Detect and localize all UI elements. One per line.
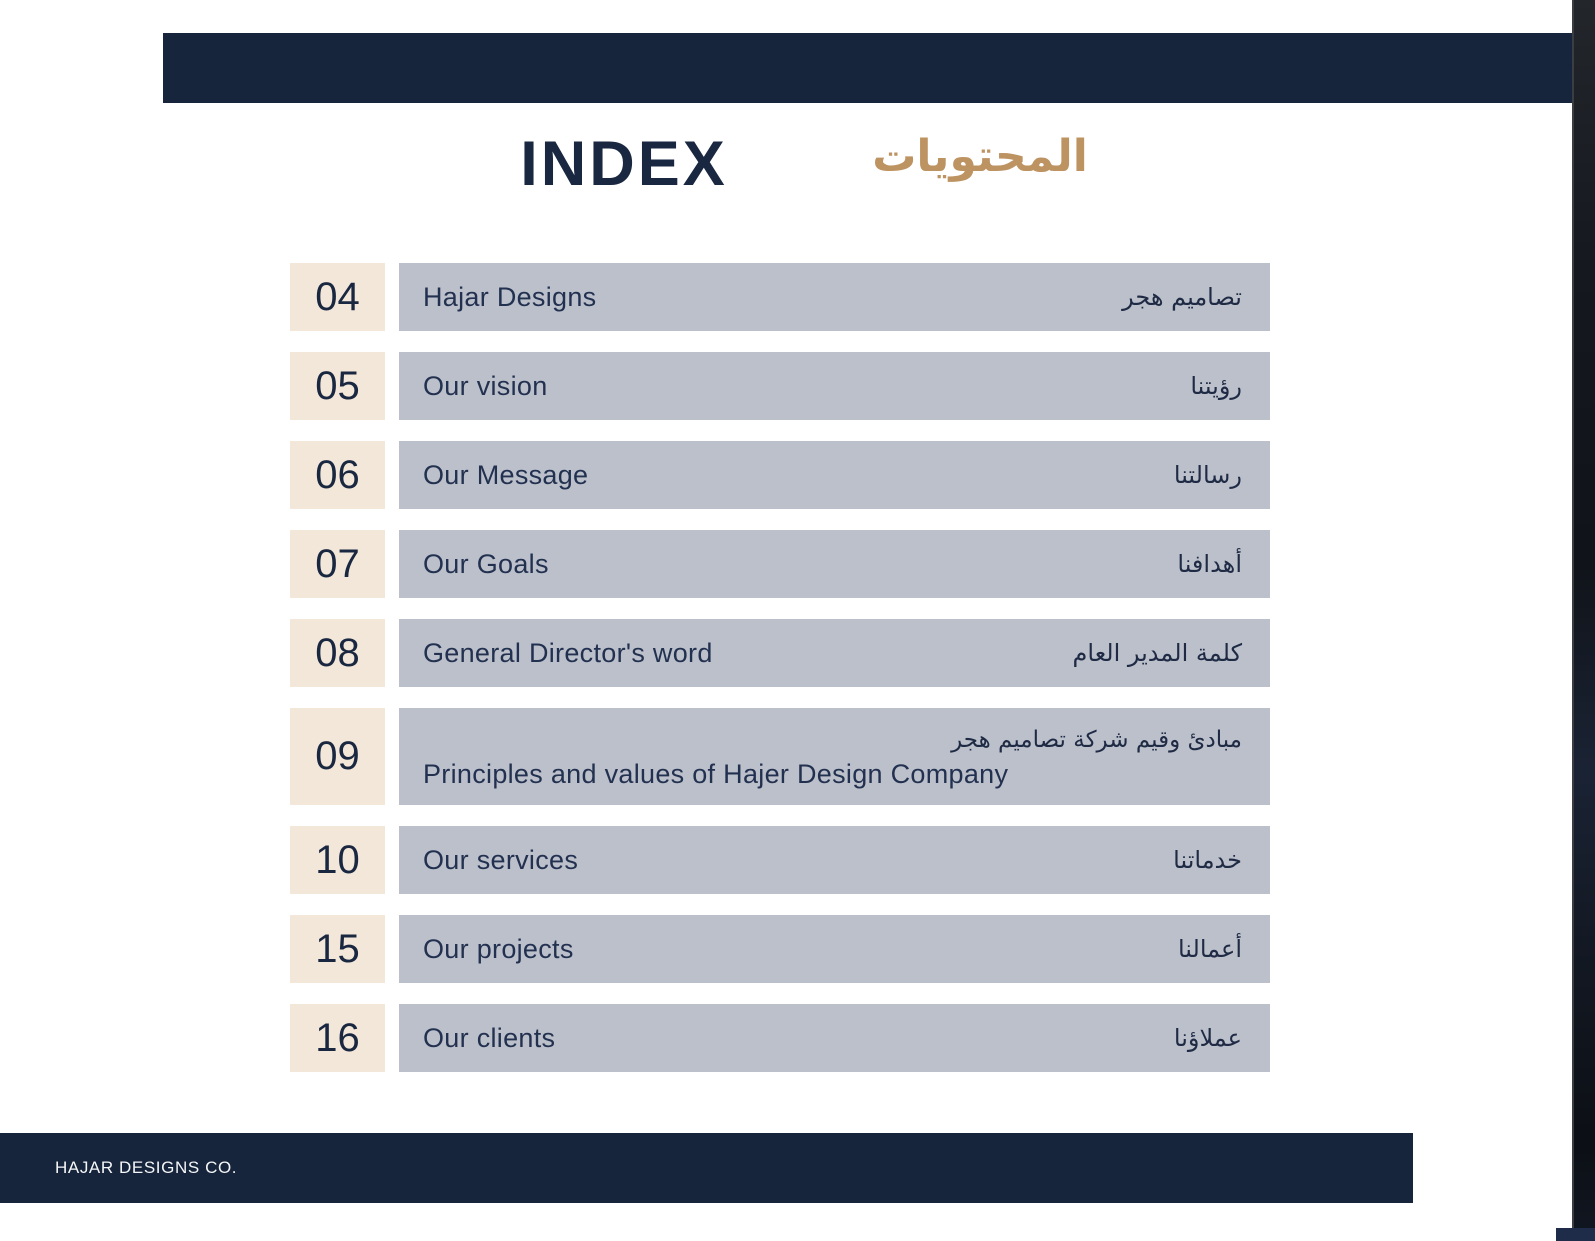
page-number-box: 10 [290, 826, 385, 894]
page-number: 16 [315, 1015, 360, 1060]
index-entry-bar: Our Message رسالتنا [399, 441, 1270, 509]
index-entry-bar: Our Goals أهدافنا [399, 530, 1270, 598]
index-entry-bar: General Director's word كلمة المدير العا… [399, 619, 1270, 687]
index-label-ar: أعمالنا [1177, 935, 1242, 963]
index-label-en: Our clients [423, 1022, 556, 1053]
top-header-band [163, 33, 1572, 103]
index-label-en: Principles and values of Hajer Design Co… [423, 759, 1009, 789]
index-row: 15 Our projects أعمالنا [0, 915, 1595, 983]
index-entry-bar: Principles and values of Hajer Design Co… [399, 708, 1270, 805]
page-number: 08 [315, 630, 360, 675]
page-right-dark-edge [1572, 0, 1595, 1241]
page-number-box: 06 [290, 441, 385, 509]
page-number-box: 07 [290, 530, 385, 598]
page-number: 06 [315, 452, 360, 497]
index-row: 06 Our Message رسالتنا [0, 441, 1595, 509]
index-label-en: Our services [423, 844, 579, 875]
page-title: INDEX [520, 129, 728, 199]
page-number: 10 [315, 837, 360, 882]
index-label-ar: أهدافنا [1177, 550, 1242, 578]
page-number-box: 05 [290, 352, 385, 420]
page-number-box: 04 [290, 263, 385, 331]
page-number-box: 15 [290, 915, 385, 983]
index-row: 04 Hajar Designs تصاميم هجر [0, 263, 1595, 331]
index-label-ar: رسالتنا [1173, 461, 1242, 489]
index-label-ar: خدماتنا [1173, 846, 1242, 874]
index-label-ar: عملاؤنا [1173, 1024, 1242, 1052]
index-row: 10 Our services خدماتنا [0, 826, 1595, 894]
footer-company-name: HAJAR DESIGNS CO. [55, 1158, 238, 1177]
page-number-box: 09 [290, 708, 385, 805]
page-number: 15 [315, 926, 360, 971]
page-number: 05 [315, 363, 360, 408]
index-label-en: Our vision [423, 370, 548, 401]
index-label-en: Our Goals [423, 548, 549, 579]
index-label-ar: تصاميم هجر [1122, 283, 1242, 311]
index-entry-bar: Our clients عملاؤنا [399, 1004, 1270, 1072]
index-label-ar: مبادئ وقيم شركة تصاميم هجر [951, 727, 1242, 753]
index-entry-bar: Hajar Designs تصاميم هجر [399, 263, 1270, 331]
index-row: 05 Our vision رؤيتنا [0, 352, 1595, 420]
index-label-en: Hajar Designs [423, 281, 597, 312]
page-number: 04 [315, 274, 360, 319]
footer-band: HAJAR DESIGNS CO. [0, 1133, 1413, 1203]
index-label-ar: كلمة المدير العام [1072, 639, 1242, 667]
page-number: 07 [315, 541, 360, 586]
index-entry-bar: Our vision رؤيتنا [399, 352, 1270, 420]
index-row: 09 Principles and values of Hajer Design… [0, 708, 1595, 805]
index-label-en: Our Message [423, 459, 589, 490]
page-corner-accent [1556, 1228, 1595, 1241]
index-label-ar: رؤيتنا [1190, 372, 1242, 400]
index-row: 07 Our Goals أهدافنا [0, 530, 1595, 598]
index-entry-bar: Our services خدماتنا [399, 826, 1270, 894]
page-number-box: 16 [290, 1004, 385, 1072]
page-number-box: 08 [290, 619, 385, 687]
page-number: 09 [315, 734, 360, 778]
index-entry-bar: Our projects أعمالنا [399, 915, 1270, 983]
page-title-arabic: المحتويات [872, 131, 1088, 182]
index-row: 08 General Director's word كلمة المدير ا… [0, 619, 1595, 687]
index-label-en: General Director's word [423, 637, 713, 668]
index-row: 16 Our clients عملاؤنا [0, 1004, 1595, 1072]
index-label-en: Our projects [423, 933, 574, 964]
